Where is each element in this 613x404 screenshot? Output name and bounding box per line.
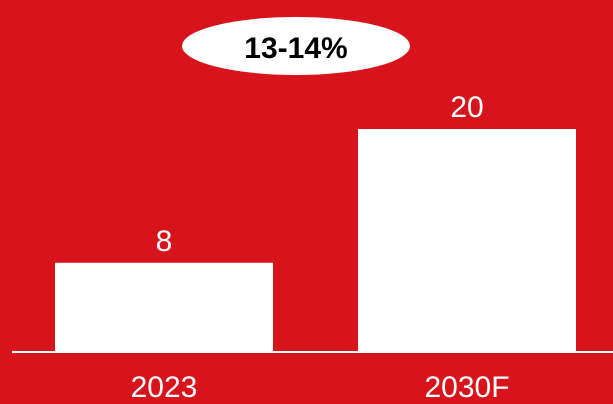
value-label-2030F: 20 [450, 91, 483, 124]
bars-group [55, 129, 576, 352]
category-labels-group: 2023 2030F [131, 371, 510, 404]
bar-2030F [358, 129, 576, 352]
annotation-text: 13-14% [244, 32, 347, 65]
annotation-bubble [182, 17, 410, 75]
cagr-annotation: 13-14% [182, 17, 410, 75]
value-label-2023: 8 [156, 225, 173, 258]
category-label-2023: 2023 [131, 371, 198, 404]
category-label-2030F: 2030F [424, 371, 509, 404]
value-labels-group: 8 20 [156, 91, 484, 258]
bar-2023 [55, 262, 273, 352]
